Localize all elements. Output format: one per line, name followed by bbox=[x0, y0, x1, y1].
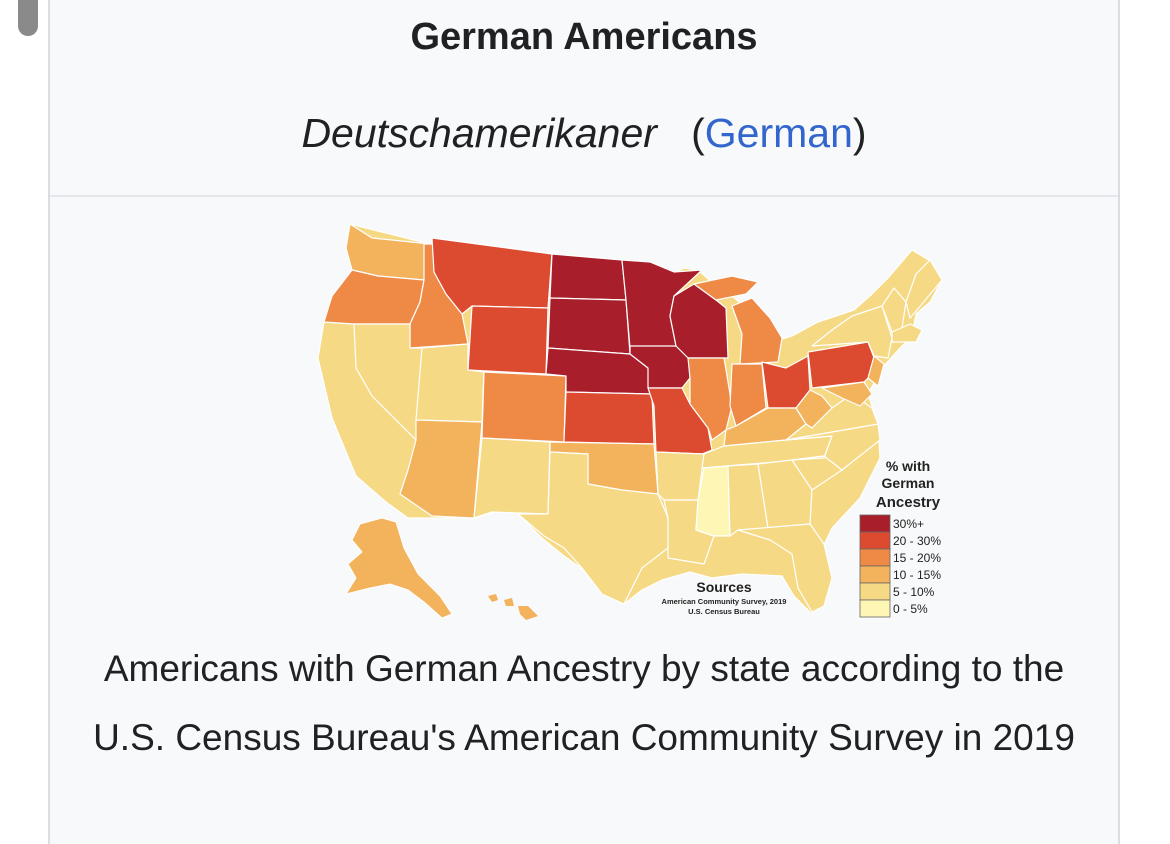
legend-title-2: German bbox=[882, 475, 935, 491]
state-ar bbox=[655, 451, 705, 501]
legend-swatch-1 bbox=[859, 531, 891, 550]
legend-label-5: 0 - 5% bbox=[893, 602, 928, 616]
state-nd bbox=[549, 253, 627, 301]
legend-label-1: 20 - 30% bbox=[893, 534, 941, 548]
legend-swatch-3 bbox=[859, 565, 891, 584]
state-mi bbox=[731, 297, 783, 365]
infobox-title: German Americans bbox=[410, 16, 758, 58]
state-az bbox=[399, 419, 483, 519]
state-fl bbox=[737, 523, 833, 613]
state-sd bbox=[547, 297, 631, 355]
native-name: Deutschamerikaner bbox=[301, 110, 657, 156]
state-or bbox=[323, 269, 425, 325]
legend-swatch-2 bbox=[859, 548, 891, 567]
legend-bins: 30%+ 20 - 30% 15 - 20% 10 - 15% 5 - 10% 0 - 5… bbox=[859, 514, 941, 618]
legend-swatch-5 bbox=[859, 599, 891, 618]
legend-swatch-0 bbox=[859, 514, 891, 533]
legend-label-2: 15 - 20% bbox=[893, 551, 941, 565]
legend-title-1: % with bbox=[886, 458, 930, 474]
state-mi-upper bbox=[693, 275, 759, 301]
sources-line-2: U.S. Census Bureau bbox=[688, 607, 760, 616]
state-ak bbox=[344, 517, 453, 619]
ancestry-map[interactable]: Sources American Community Survey, 2019 … bbox=[312, 218, 962, 628]
us-map-svg: Sources American Community Survey, 2019 … bbox=[317, 223, 943, 620]
state-mo bbox=[647, 387, 713, 455]
language-paren-close: ) bbox=[852, 110, 867, 156]
sources-line-1: American Community Survey, 2019 bbox=[662, 597, 787, 606]
state-vt-nh bbox=[881, 287, 907, 333]
map-legend: % with German Ancestry 30%+ 20 - 30% 15 - … bbox=[859, 458, 941, 618]
legend-label-4: 5 - 10% bbox=[893, 585, 935, 599]
map-caption: Americans with German Ancestry by state … bbox=[93, 648, 1075, 758]
state-ga bbox=[757, 459, 813, 529]
state-nj bbox=[867, 355, 885, 387]
state-nm bbox=[473, 437, 551, 519]
scroll-indicator[interactable] bbox=[18, 0, 38, 36]
language-paren-open: ( bbox=[691, 110, 705, 156]
legend-title-3: Ancestry bbox=[876, 494, 941, 511]
state-ma-ct-ri bbox=[891, 323, 923, 343]
state-wy bbox=[467, 305, 549, 375]
native-name-row: Deutschamerikaner (German) bbox=[50, 110, 1118, 157]
map-states bbox=[317, 223, 943, 615]
sources-heading: Sources bbox=[696, 579, 751, 595]
state-il bbox=[687, 357, 733, 441]
state-md bbox=[821, 381, 873, 407]
state-nc bbox=[785, 423, 881, 471]
state-me bbox=[905, 259, 943, 319]
state-hi bbox=[488, 594, 538, 620]
state-co bbox=[481, 371, 567, 443]
language-link[interactable]: German bbox=[704, 110, 853, 156]
state-tx bbox=[517, 451, 669, 605]
legend-swatch-4 bbox=[859, 582, 891, 601]
state-ks bbox=[563, 391, 655, 445]
legend-label-0: 30%+ bbox=[893, 517, 924, 531]
header-divider bbox=[50, 195, 1118, 197]
infobox: German Americans Deutschamerikaner (Germ… bbox=[48, 0, 1120, 844]
legend-label-3: 10 - 15% bbox=[893, 568, 941, 582]
